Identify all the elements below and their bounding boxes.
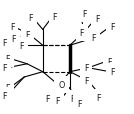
Text: F: F (110, 68, 114, 76)
Text: F: F (70, 94, 74, 103)
Text: F: F (96, 15, 100, 24)
Text: F: F (5, 83, 10, 92)
Text: F: F (84, 77, 88, 86)
Text: F: F (10, 23, 14, 32)
Text: F: F (28, 14, 33, 23)
Text: O: O (58, 81, 65, 90)
Text: F: F (5, 54, 10, 63)
Text: F: F (110, 23, 114, 32)
Text: F: F (20, 41, 24, 50)
Text: F: F (3, 64, 7, 73)
Text: F: F (91, 34, 96, 42)
Text: F: F (96, 93, 101, 102)
Text: F: F (3, 91, 7, 100)
Text: F: F (82, 9, 86, 18)
Text: F: F (45, 94, 50, 103)
Text: F: F (25, 31, 30, 40)
Text: F: F (77, 99, 81, 108)
Text: F: F (84, 64, 88, 73)
Text: F: F (107, 57, 111, 66)
Text: F: F (80, 28, 84, 37)
Text: F: F (55, 96, 60, 105)
Text: F: F (11, 35, 16, 44)
Text: F: F (3, 39, 7, 48)
Text: F: F (53, 13, 57, 22)
